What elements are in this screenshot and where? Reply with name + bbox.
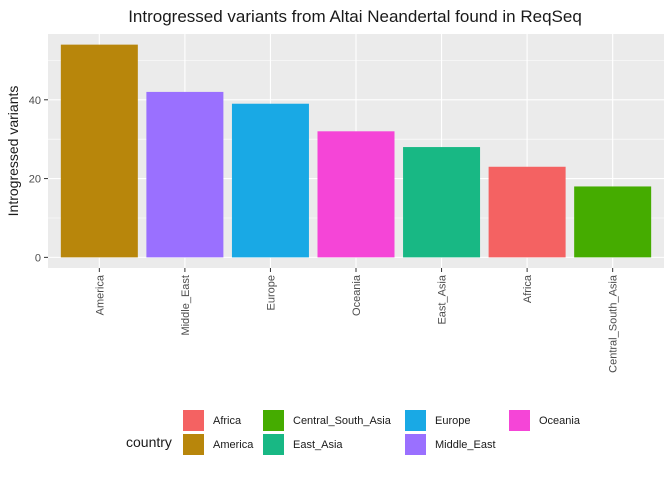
x-tick-label: America — [94, 274, 106, 315]
bar-america — [60, 44, 138, 258]
legend-key-africa — [183, 410, 204, 431]
x-tick-label: Africa — [522, 274, 534, 303]
y-axis-title: Introgressed variants — [5, 86, 21, 217]
bar-europe — [231, 103, 309, 258]
legend-label: East_Asia — [293, 439, 343, 451]
legend-label: Middle_East — [435, 439, 496, 451]
legend-label: America — [213, 439, 254, 451]
legend-key-east-asia — [263, 434, 284, 455]
x-tick-label: Europe — [265, 275, 277, 310]
x-tick-label: Oceania — [351, 274, 363, 316]
bar-central-south-asia — [574, 186, 652, 258]
bar-africa — [488, 166, 566, 258]
y-tick-label: 40 — [29, 95, 41, 107]
x-tick-label: East_Asia — [437, 274, 449, 324]
legend-key-middle-east — [405, 434, 426, 455]
x-axis: America Middle_East Europe Oceania East_Asia… — [94, 268, 620, 373]
y-tick-label: 20 — [29, 174, 41, 186]
y-tick-label: 0 — [35, 252, 41, 264]
legend-key-europe — [405, 410, 426, 431]
y-axis: 0 20 40 — [29, 95, 48, 264]
legend: country Africa America Central_South_Asia E… — [126, 410, 581, 455]
bar-east-asia — [403, 147, 481, 258]
x-tick-label: Central_South_Asia — [608, 274, 620, 373]
legend-label: Europe — [435, 415, 470, 427]
chart-title: Introgressed variants from Altai Neander… — [128, 7, 582, 26]
bar-middle-east — [146, 91, 224, 258]
legend-key-central-south-asia — [263, 410, 284, 431]
bar-oceania — [317, 131, 395, 258]
legend-label: Oceania — [539, 415, 581, 427]
legend-key-oceania — [509, 410, 530, 431]
bars — [60, 44, 652, 258]
legend-label: Africa — [213, 415, 242, 427]
legend-title: country — [126, 434, 172, 450]
legend-label: Central_South_Asia — [293, 415, 392, 427]
x-tick-label: Middle_East — [180, 275, 192, 336]
legend-key-america — [183, 434, 204, 455]
